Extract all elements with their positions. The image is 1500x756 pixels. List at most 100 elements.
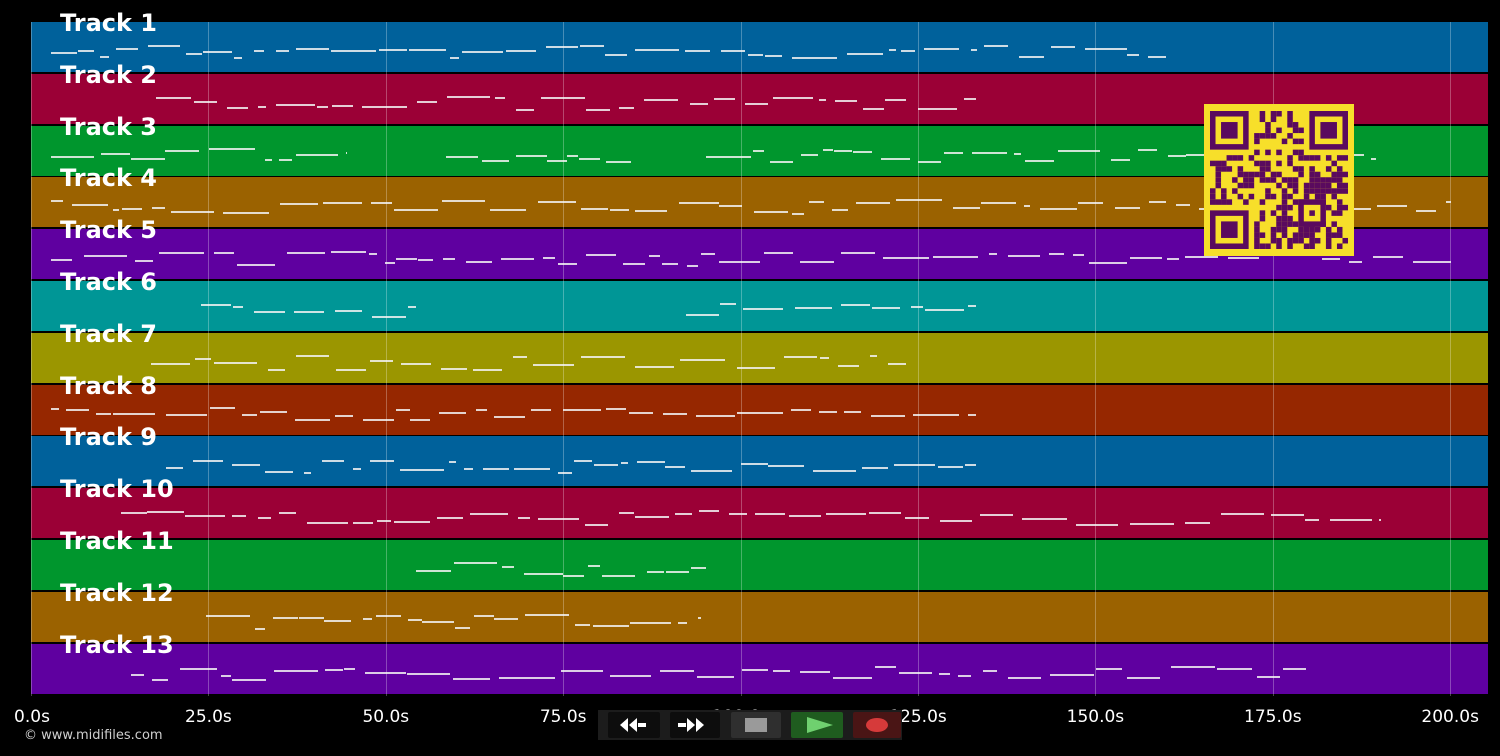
note xyxy=(610,674,652,677)
time-tick-label: 50.0s xyxy=(362,707,410,727)
note xyxy=(233,57,242,60)
note xyxy=(121,511,147,514)
note xyxy=(800,154,818,157)
note xyxy=(494,415,525,418)
note xyxy=(1014,152,1021,155)
note xyxy=(684,50,711,53)
note xyxy=(275,103,315,106)
note xyxy=(542,257,555,260)
note xyxy=(1138,149,1158,152)
note xyxy=(648,254,661,257)
record-button[interactable] xyxy=(853,712,901,738)
note xyxy=(737,411,783,414)
note xyxy=(214,251,235,254)
note xyxy=(265,158,273,161)
note xyxy=(691,469,732,472)
note xyxy=(131,674,144,677)
note xyxy=(579,157,601,160)
note xyxy=(232,464,261,467)
note xyxy=(629,412,653,415)
note xyxy=(483,468,510,471)
note xyxy=(203,50,232,53)
note xyxy=(923,47,960,50)
track-label: Track 2 xyxy=(60,60,158,89)
note xyxy=(983,45,1008,48)
note xyxy=(917,107,958,110)
note xyxy=(455,627,471,630)
note xyxy=(799,261,835,264)
note xyxy=(1184,522,1210,525)
note xyxy=(506,49,537,52)
note xyxy=(772,96,813,99)
note xyxy=(754,512,785,515)
note xyxy=(447,95,490,98)
track-label: Track 8 xyxy=(60,371,158,400)
track-lane: Track 7 xyxy=(31,320,1488,383)
note xyxy=(698,616,701,619)
note xyxy=(745,103,769,106)
note xyxy=(1167,257,1180,260)
note xyxy=(940,520,973,523)
note xyxy=(833,150,852,153)
note xyxy=(1270,514,1304,517)
fast-forward-button[interactable] xyxy=(670,712,720,738)
note xyxy=(166,413,207,416)
note xyxy=(100,152,131,155)
note xyxy=(213,362,258,365)
note xyxy=(719,303,737,306)
note xyxy=(881,157,910,160)
note xyxy=(278,512,297,515)
track-label: Track 13 xyxy=(60,630,174,659)
note xyxy=(818,98,827,101)
note xyxy=(968,305,976,308)
note xyxy=(620,462,629,465)
track-lane: Track 8 xyxy=(31,372,1488,435)
note xyxy=(304,472,311,475)
note xyxy=(1022,517,1067,520)
note xyxy=(870,355,877,358)
note xyxy=(958,675,972,678)
note xyxy=(728,512,748,515)
note xyxy=(835,100,858,103)
note xyxy=(900,49,916,52)
note xyxy=(884,98,907,101)
note xyxy=(660,670,695,673)
qr-code xyxy=(1204,104,1354,256)
note xyxy=(896,199,942,202)
note xyxy=(872,307,901,309)
note xyxy=(791,212,805,215)
note xyxy=(1413,260,1451,263)
note xyxy=(51,407,60,410)
stop-button[interactable] xyxy=(731,712,781,738)
note xyxy=(1228,257,1259,260)
note xyxy=(535,677,555,680)
note xyxy=(406,673,451,676)
note xyxy=(209,407,236,410)
note xyxy=(441,368,468,371)
note xyxy=(1445,200,1451,203)
note xyxy=(581,207,609,210)
note xyxy=(918,160,941,163)
note xyxy=(151,362,191,365)
note xyxy=(330,251,367,254)
note xyxy=(490,209,526,212)
note xyxy=(819,357,829,360)
track-label: Track 10 xyxy=(60,475,174,504)
note xyxy=(331,50,377,53)
note xyxy=(938,465,963,468)
note xyxy=(1089,262,1128,265)
note xyxy=(473,614,494,617)
note xyxy=(293,310,325,313)
note xyxy=(532,363,574,366)
note xyxy=(855,202,890,205)
note xyxy=(899,672,932,675)
note xyxy=(862,107,885,110)
play-button[interactable] xyxy=(791,712,843,738)
note xyxy=(662,262,679,265)
note xyxy=(185,515,226,518)
note xyxy=(324,669,343,672)
rewind-button[interactable] xyxy=(608,712,660,738)
note xyxy=(1379,519,1381,522)
note xyxy=(747,54,764,57)
note xyxy=(495,96,506,99)
